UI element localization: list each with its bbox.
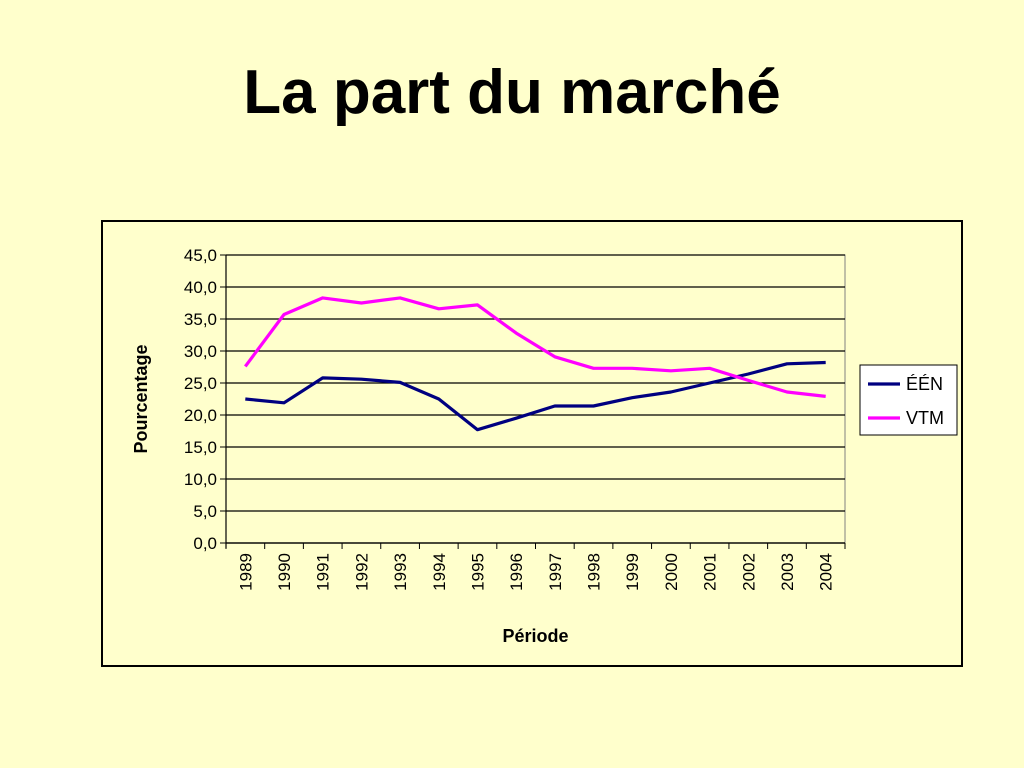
x-tick-label: 2002 bbox=[739, 553, 758, 591]
legend: ÉÉN VTM bbox=[859, 364, 958, 436]
x-tick-label: 1997 bbox=[546, 553, 565, 591]
x-tick-label: 2003 bbox=[778, 553, 797, 591]
x-tick-label: 1999 bbox=[623, 553, 642, 591]
y-tick-labels: 0,0 5,0 10,0 15,0 20,0 25,0 30,0 35,0 40,0 45,0 bbox=[184, 246, 217, 553]
y-tick-label: 40,0 bbox=[184, 278, 217, 297]
legend-label: ÉÉN bbox=[906, 374, 943, 394]
y-tick-label: 5,0 bbox=[193, 502, 217, 521]
x-tick-label: 1994 bbox=[430, 553, 449, 591]
x-tick-label: 1996 bbox=[507, 553, 526, 591]
y-tick-label: 25,0 bbox=[184, 374, 217, 393]
legend-label: VTM bbox=[906, 408, 944, 428]
slide-title: La part du marché bbox=[243, 58, 781, 127]
x-tick-label: 1989 bbox=[236, 553, 255, 591]
x-tick-label: 1993 bbox=[391, 553, 410, 591]
axes bbox=[220, 254, 846, 549]
x-tick-label: 1998 bbox=[585, 553, 604, 591]
legend-box bbox=[859, 364, 958, 436]
plot-area bbox=[225, 254, 846, 544]
chart-frame: 0,0 5,0 10,0 15,0 20,0 25,0 30,0 35,0 40,0 45,0 1… bbox=[101, 220, 963, 667]
x-tick-label: 2000 bbox=[662, 553, 681, 591]
x-tick-label: 1992 bbox=[352, 553, 371, 591]
x-tick-label: 1995 bbox=[468, 553, 487, 591]
line-chart: 0,0 5,0 10,0 15,0 20,0 25,0 30,0 35,0 40,0 45,0 1… bbox=[131, 246, 958, 646]
x-tick-label: 1990 bbox=[275, 553, 294, 591]
x-axis-title: Période bbox=[502, 626, 568, 646]
x-tick-label: 1991 bbox=[314, 553, 333, 591]
series-line-1 bbox=[244, 296, 826, 398]
y-tick-label: 35,0 bbox=[184, 310, 217, 329]
x-tick-label: 2001 bbox=[701, 553, 720, 591]
y-tick-label: 10,0 bbox=[184, 470, 217, 489]
y-tick-label: 30,0 bbox=[184, 342, 217, 361]
y-tick-label: 0,0 bbox=[193, 534, 217, 553]
y-axis-title: Pourcentage bbox=[131, 344, 151, 453]
y-tick-label: 45,0 bbox=[184, 246, 217, 265]
series-line-0 bbox=[245, 360, 826, 432]
y-tick-label: 20,0 bbox=[184, 406, 217, 425]
x-tick-labels: 1989 1990 1991 1992 1993 1994 1995 1996 1997 1998… bbox=[236, 553, 835, 591]
gridlines bbox=[225, 254, 846, 544]
y-tick-label: 15,0 bbox=[184, 438, 217, 457]
x-tick-label: 2004 bbox=[817, 553, 836, 591]
series-lines bbox=[244, 296, 826, 432]
